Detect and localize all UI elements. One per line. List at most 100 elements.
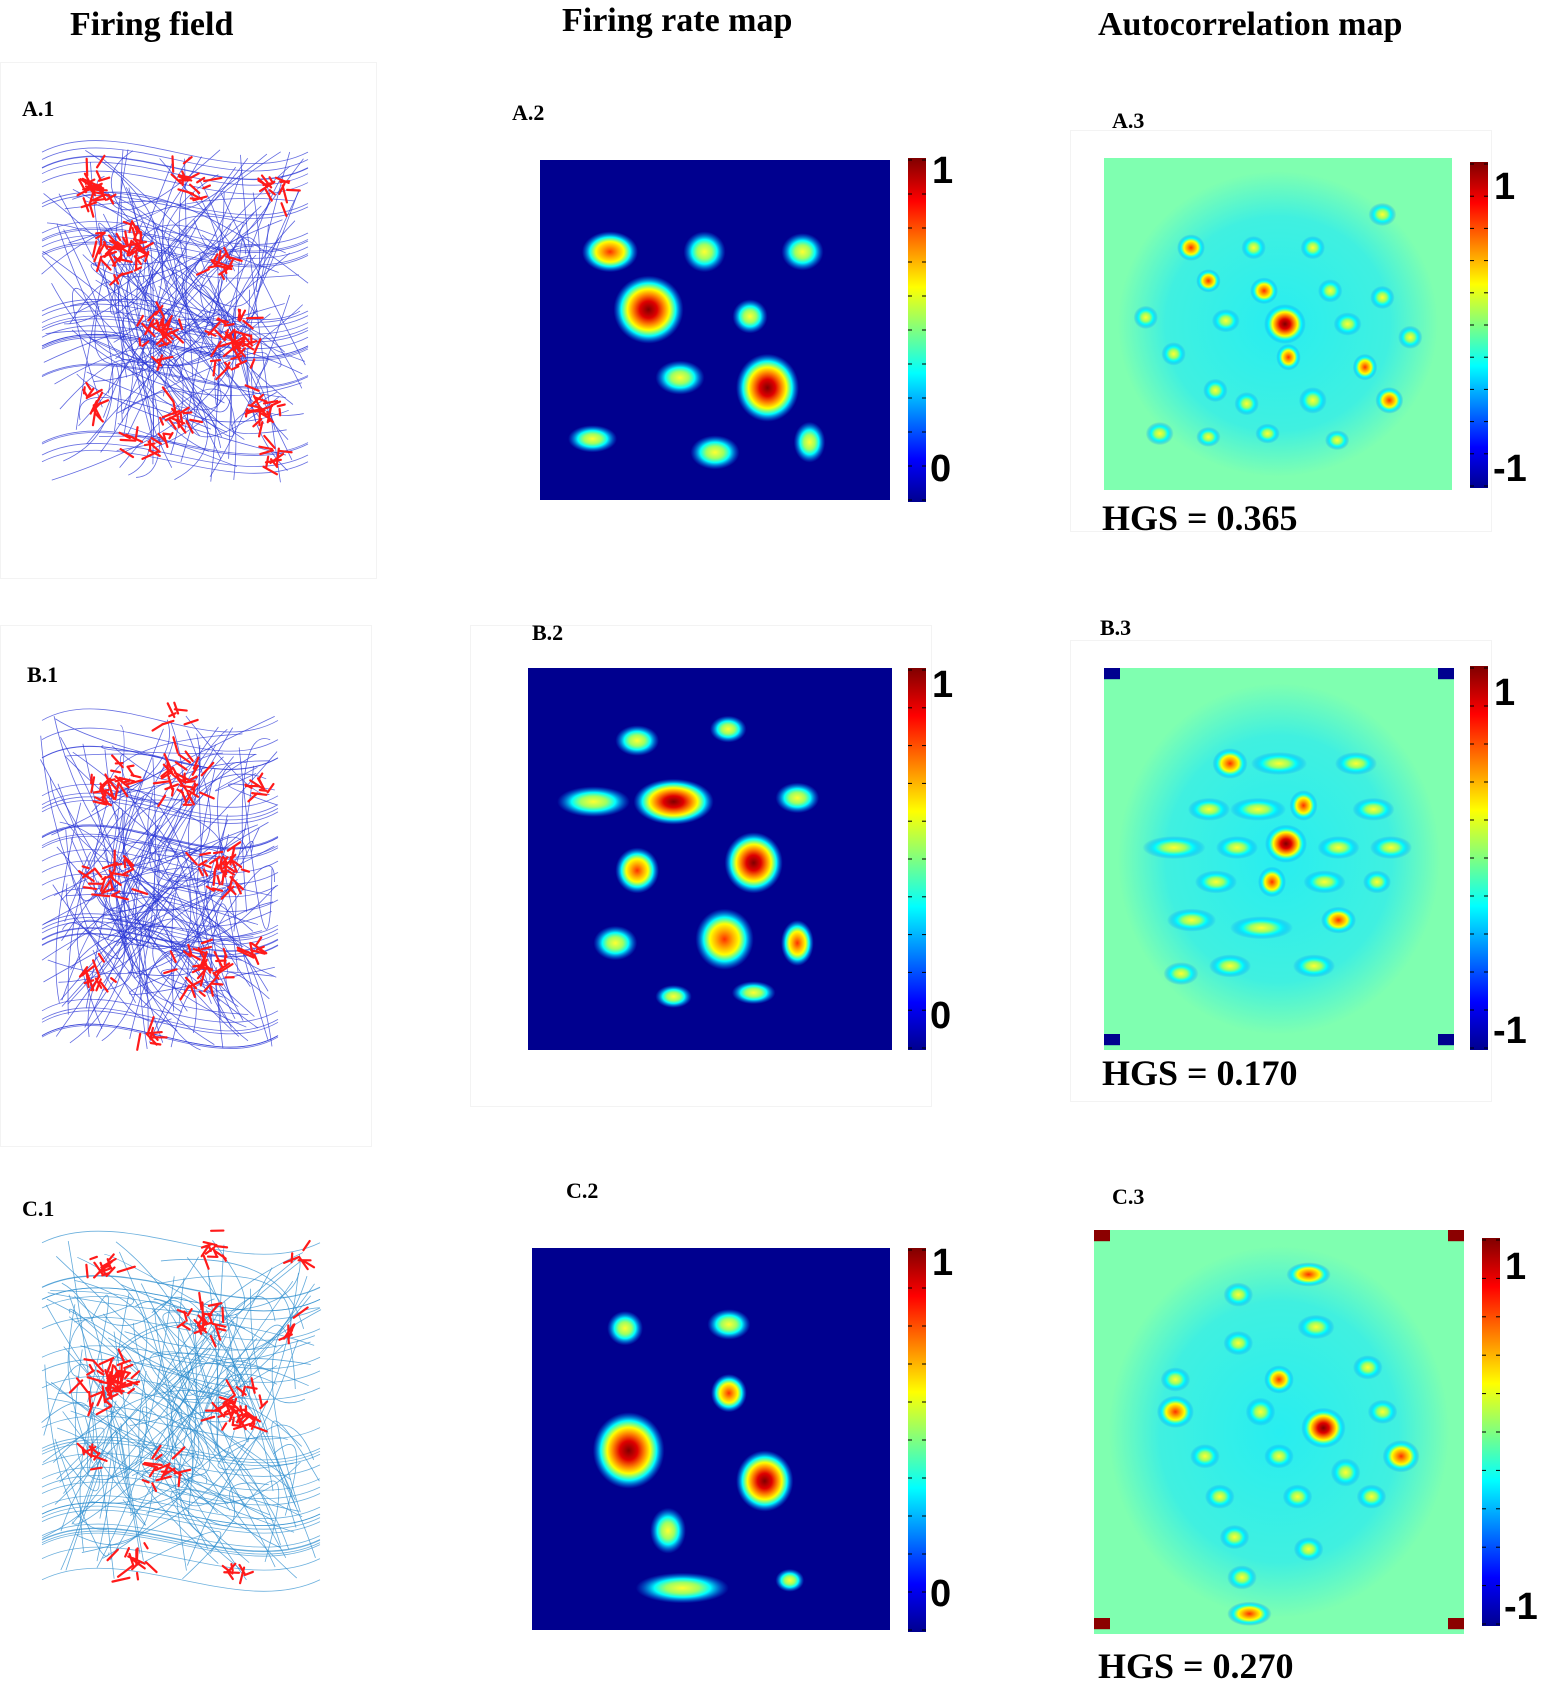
rate-map-field xyxy=(731,981,776,1005)
auto-map-peak xyxy=(1324,430,1350,451)
trajectory-traces xyxy=(40,708,279,1051)
rate-colorbar-max-a: 1 xyxy=(932,150,954,192)
auto-map-peak xyxy=(1223,1331,1254,1356)
auto-map-peak xyxy=(1258,866,1286,898)
rate-map-field xyxy=(557,786,630,817)
auto-map-peak xyxy=(1286,1262,1331,1287)
rate-colorbar-min-a: 0 xyxy=(930,448,952,490)
hgs-score-b: HGS = 0.170 xyxy=(1102,1053,1298,1093)
rate-map-field xyxy=(655,360,705,395)
rate-map-field xyxy=(793,421,826,463)
frame-a1 xyxy=(0,62,377,579)
auto-map-peak xyxy=(1276,343,1301,371)
auto-map-peak xyxy=(1219,1524,1250,1550)
auto-map-peak xyxy=(1195,870,1237,894)
auto-map-peak xyxy=(1227,1565,1257,1590)
rate-map-field xyxy=(568,425,617,453)
auto-map-corner xyxy=(1448,1230,1464,1242)
auto-map-peak xyxy=(1203,378,1228,403)
auto-map-corner xyxy=(1438,668,1454,680)
auto-map-peak xyxy=(1352,353,1378,381)
auto-map-peak xyxy=(1230,797,1286,821)
auto-map-corner xyxy=(1448,1618,1464,1630)
autocorrelation-map-b xyxy=(1104,668,1454,1050)
rate-map-field xyxy=(775,782,820,814)
rate-colorbar-min-b: 0 xyxy=(930,995,952,1037)
rate-colorbar-max-b: 1 xyxy=(932,664,954,706)
rate-map-field xyxy=(780,920,814,966)
auto-colorbar-min-b: -1 xyxy=(1493,1010,1527,1052)
auto-map-peak xyxy=(1375,387,1404,414)
rate-map-field xyxy=(582,231,638,273)
rate-colorbar-max-c: 1 xyxy=(932,1242,954,1284)
auto-colorbar-a xyxy=(1470,162,1488,488)
frame-b3 xyxy=(1070,640,1492,1102)
auto-map-peak xyxy=(1352,797,1395,821)
hgs-score-a: HGS = 0.365 xyxy=(1102,498,1298,538)
auto-colorbar-max-c: 1 xyxy=(1505,1246,1527,1288)
rate-map-field xyxy=(781,233,824,271)
auto-map-peak xyxy=(1177,234,1205,261)
panel-label-c2: C.2 xyxy=(566,1178,599,1203)
auto-map-peak xyxy=(1264,304,1306,344)
colorbar-gradient xyxy=(1470,162,1488,488)
auto-map-peak xyxy=(1368,202,1397,227)
auto-map-peak xyxy=(1209,954,1251,978)
auto-map-peak xyxy=(1227,1601,1272,1626)
autocorrelation-map-c xyxy=(1094,1230,1464,1634)
panel-label-b1: B.1 xyxy=(27,662,59,687)
auto-map-peak xyxy=(1205,1484,1235,1509)
colorbar-gradient xyxy=(908,668,926,1050)
auto-map-peak xyxy=(1230,916,1293,940)
auto-map-peak xyxy=(1335,752,1377,775)
frame-b2 xyxy=(470,625,932,1107)
auto-map-peak xyxy=(1303,870,1346,894)
rate-colorbar-a xyxy=(908,158,926,502)
auto-map-corner xyxy=(1438,1034,1454,1046)
auto-map-peak xyxy=(1289,790,1318,821)
firing-rate-map-c xyxy=(532,1248,890,1630)
panel-label-c3: C.3 xyxy=(1112,1184,1145,1209)
rate-map-field xyxy=(655,985,692,1008)
rate-map-field xyxy=(593,925,638,961)
rate-map-field xyxy=(695,908,754,970)
auto-map-peak xyxy=(1264,1365,1294,1394)
auto-map-peak xyxy=(1293,1537,1324,1562)
panel-label-a3: A.3 xyxy=(1112,108,1145,133)
spike-clusters xyxy=(76,154,301,476)
auto-map-peak xyxy=(1382,1440,1420,1473)
frame-a3 xyxy=(1070,130,1492,532)
hgs-score-c: HGS = 0.270 xyxy=(1098,1646,1294,1686)
auto-map-peak xyxy=(1255,423,1280,444)
auto-map-peak xyxy=(1301,1407,1346,1449)
colorbar-gradient xyxy=(1482,1238,1500,1626)
auto-map-peak xyxy=(1370,285,1395,310)
rate-map-field xyxy=(736,353,799,422)
auto-map-peak xyxy=(1264,1444,1294,1469)
auto-map-peak xyxy=(1188,797,1230,821)
auto-map-corner xyxy=(1094,1618,1110,1630)
auto-map-peak xyxy=(1190,1444,1220,1469)
rate-map-field xyxy=(607,1311,643,1346)
header-firing-rate-map: Firing rate map xyxy=(562,2,793,39)
auto-map-peak xyxy=(1298,387,1327,414)
firing-field-plot-b xyxy=(40,701,279,1051)
rate-map-field xyxy=(592,1412,665,1489)
auto-map-corner xyxy=(1104,1034,1120,1046)
rate-colorbar-b xyxy=(908,668,926,1050)
rate-map-field xyxy=(633,778,714,825)
auto-map-peak xyxy=(1398,325,1423,349)
panel-label-b2: B.2 xyxy=(532,620,564,645)
auto-map-peak xyxy=(1300,236,1325,260)
rate-map-field xyxy=(732,299,768,334)
rate-map-field xyxy=(635,1572,729,1604)
auto-map-peak xyxy=(1196,426,1221,447)
auto-map-peak xyxy=(1133,305,1158,329)
auto-map-peak xyxy=(1250,277,1278,305)
auto-map-peak xyxy=(1333,312,1362,336)
trajectory-traces xyxy=(41,1230,322,1592)
rate-map-field xyxy=(736,1450,794,1512)
auto-map-peak xyxy=(1212,748,1248,779)
rate-map-field xyxy=(613,275,684,344)
auto-map-peak xyxy=(1367,1399,1398,1424)
